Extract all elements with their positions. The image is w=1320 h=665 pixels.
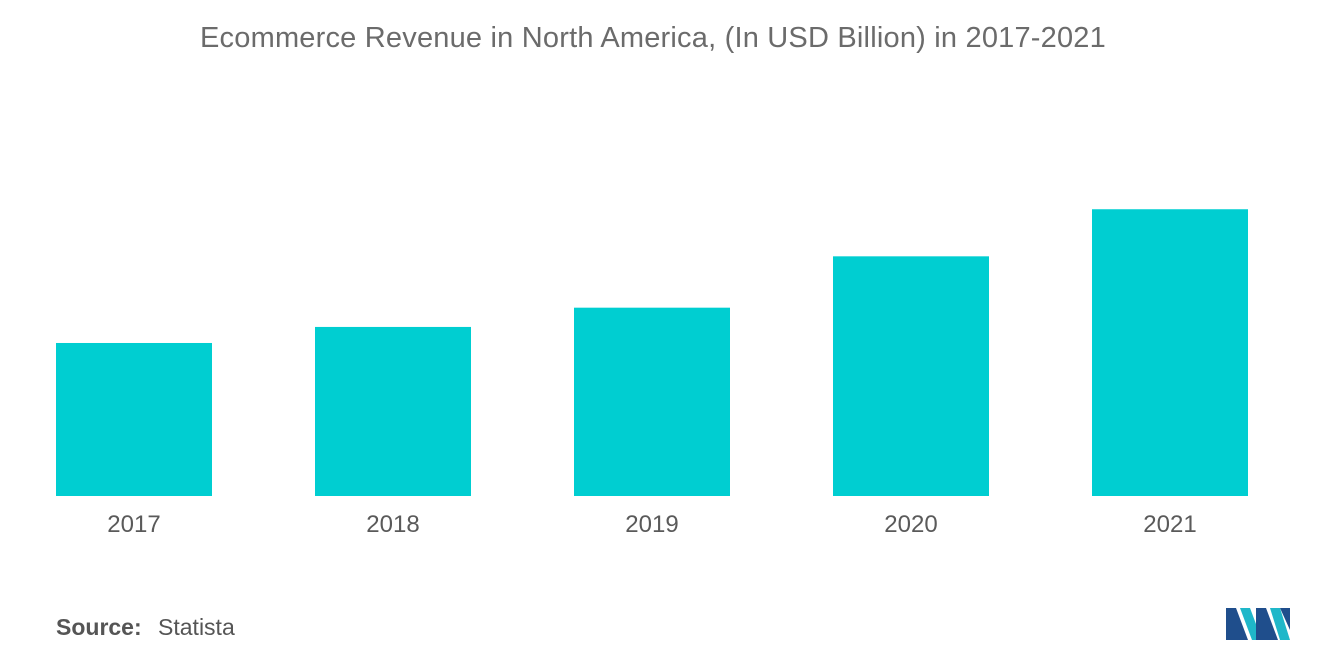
bar-2020 [833,256,989,496]
x-tick-label-2019: 2019 [625,511,678,538]
source-note: Source: Statista [56,614,235,641]
chart-title: Ecommerce Revenue in North America, (In … [200,22,1106,54]
source-label: Source: [56,614,142,640]
source-value: Statista [158,614,235,640]
bar-2019 [574,307,730,496]
x-tick-label-2020: 2020 [884,511,937,538]
bar-2018 [315,326,471,496]
x-tick-label-2018: 2018 [366,511,419,538]
mordor-intelligence-logo-icon [1226,608,1290,640]
x-axis-tick-labels: 2017 2018 2019 2020 2021 [107,511,1196,538]
bars-group [56,209,1248,497]
x-tick-label-2017: 2017 [107,511,160,538]
bar-2021 [1092,209,1248,497]
bar-2017 [56,342,212,496]
x-tick-label-2021: 2021 [1143,511,1196,538]
